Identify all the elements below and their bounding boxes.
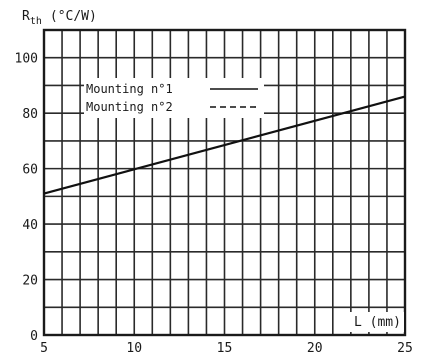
x-axis-label: L (mm)	[354, 315, 401, 330]
y-tick-label: 80	[22, 107, 38, 122]
legend-label-mounting-1: Mounting n°1	[86, 82, 173, 96]
tick-labels: 5 10 15 20 25 0 20 40 60 80 100	[15, 52, 413, 356]
y-axis-label-main: R	[22, 9, 30, 24]
y-tick-label: 40	[22, 218, 38, 233]
y-tick-label: 60	[22, 163, 38, 178]
y-axis-label-unit: (°C/W)	[50, 9, 97, 24]
x-axis-label-background	[350, 312, 404, 332]
x-tick-label: 10	[126, 341, 142, 356]
series-line-mounting-1	[43, 95, 406, 195]
x-tick-label: 5	[40, 341, 48, 356]
y-tick-label: 100	[15, 52, 38, 67]
series-layer	[43, 95, 406, 195]
x-tick-label: 15	[217, 341, 233, 356]
y-axis-label: Rth (°C/W)	[22, 9, 97, 27]
x-tick-label: 25	[397, 341, 413, 356]
legend-label-mounting-2: Mounting n°2	[86, 100, 173, 114]
legend: Mounting n°1 Mounting n°2	[84, 78, 264, 118]
y-axis-label-subscript: th	[30, 16, 42, 27]
legend-background	[84, 78, 264, 118]
y-tick-label: 0	[30, 329, 38, 344]
x-tick-label: 20	[307, 341, 323, 356]
grid	[44, 30, 405, 335]
plot-frame	[42, 28, 407, 337]
y-tick-label: 20	[22, 274, 38, 289]
